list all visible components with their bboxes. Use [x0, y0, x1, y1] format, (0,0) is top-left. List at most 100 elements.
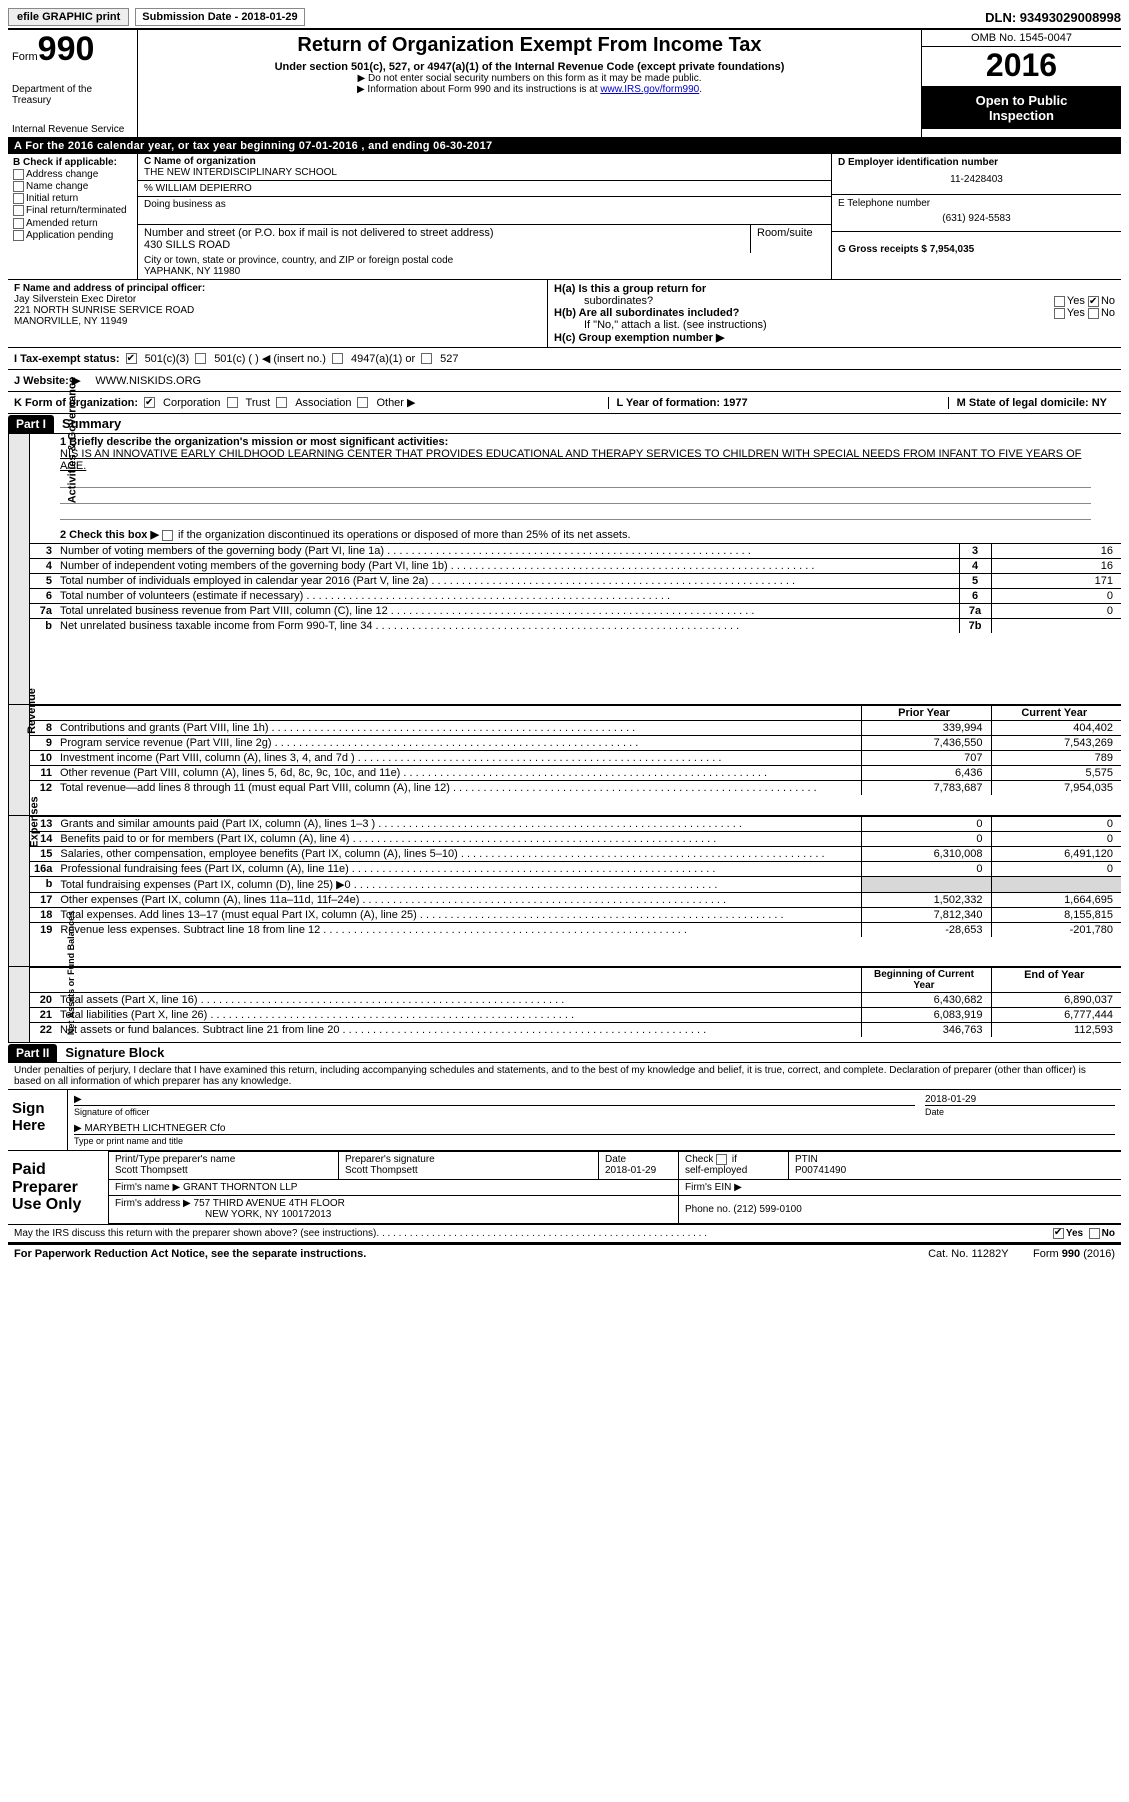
- current-year-value: 404,402: [991, 721, 1121, 736]
- line-box: 7b: [959, 619, 991, 634]
- line-num: 11: [30, 766, 56, 781]
- check-app-pending[interactable]: [13, 230, 24, 241]
- prior-year-value: 6,310,008: [861, 847, 991, 862]
- check-name-change[interactable]: [13, 181, 24, 192]
- sidelabel-expenses: Expenses: [29, 796, 41, 847]
- line-desc: Contributions and grants (Part VIII, lin…: [56, 721, 861, 736]
- current-year-value: 112,593: [991, 1023, 1121, 1038]
- line-value: 16: [991, 559, 1121, 574]
- line-desc: Number of voting members of the governin…: [56, 544, 959, 559]
- line-desc: Professional fundraising fees (Part IX, …: [56, 862, 861, 877]
- opt-amended: Amended return: [26, 218, 98, 229]
- prior-year-value: 6,083,919: [861, 1008, 991, 1023]
- form990-link[interactable]: www.IRS.gov/form990: [600, 84, 699, 95]
- line-desc: Total unrelated business revenue from Pa…: [56, 604, 959, 619]
- gross-receipts: G Gross receipts $ 7,954,035: [838, 244, 974, 255]
- prep-sig: Scott Thompsett: [345, 1165, 418, 1176]
- firm-addr1: 757 THIRD AVENUE 4TH FLOOR: [194, 1198, 345, 1209]
- prior-year-value: 1,502,332: [861, 893, 991, 908]
- boy-header: Beginning of Current Year: [861, 968, 991, 993]
- prior-year-value: 0: [861, 862, 991, 877]
- current-year-value: 1,664,695: [991, 893, 1121, 908]
- check-assoc[interactable]: [276, 397, 287, 408]
- officer-addr1: 221 NORTH SUNRISE SERVICE ROAD: [14, 305, 194, 316]
- line-desc: Number of independent voting members of …: [56, 559, 959, 574]
- cat-no: Cat. No. 11282Y: [928, 1248, 1009, 1260]
- ha-no-check[interactable]: [1088, 296, 1099, 307]
- ha-no: No: [1101, 295, 1115, 307]
- discuss-yes-check[interactable]: [1053, 1228, 1064, 1239]
- website-value: WWW.NISKIDS.ORG: [95, 375, 201, 387]
- opt-name-change: Name change: [26, 181, 88, 192]
- firm-name-label: Firm's name ▶: [115, 1182, 180, 1193]
- check-self-employed[interactable]: [716, 1154, 727, 1165]
- prior-year-value: -28,653: [861, 923, 991, 938]
- line-desc: Revenue less expenses. Subtract line 18 …: [56, 923, 861, 938]
- current-year-value: 6,491,120: [991, 847, 1121, 862]
- omb-number: OMB No. 1545-0047: [922, 30, 1121, 47]
- line-num: 12: [30, 781, 56, 796]
- prep-self-emp: Check ifself-employed: [685, 1154, 747, 1176]
- dln: DLN: 93493029008998: [985, 10, 1121, 25]
- open-public-2: Inspection: [989, 108, 1054, 123]
- tax-exempt-label: I Tax-exempt status:: [14, 353, 120, 365]
- check-discontinued[interactable]: [162, 530, 173, 541]
- check-amended[interactable]: [13, 218, 24, 229]
- eoy-header: End of Year: [991, 968, 1121, 993]
- line-desc: Other revenue (Part VIII, column (A), li…: [56, 766, 861, 781]
- irs-label: Internal Revenue Service: [12, 124, 133, 135]
- opt-app-pending: Application pending: [26, 230, 113, 241]
- check-address-change[interactable]: [13, 169, 24, 180]
- prior-year-header: Prior Year: [861, 706, 991, 721]
- check-501c[interactable]: [195, 353, 206, 364]
- hb-yes: Yes: [1067, 307, 1085, 319]
- mission-text: NIS IS AN INNOVATIVE EARLY CHILDHOOD LEA…: [60, 448, 1091, 472]
- city-label: City or town, state or province, country…: [144, 255, 453, 266]
- line-num: 5: [30, 574, 56, 589]
- current-year-value: 6,777,444: [991, 1008, 1121, 1023]
- type-name-label: Type or print name and title: [74, 1134, 1115, 1146]
- hb-no-check[interactable]: [1088, 308, 1099, 319]
- check-corp[interactable]: [144, 397, 155, 408]
- note-ssn: ▶ Do not enter social security numbers o…: [144, 73, 915, 84]
- check-trust[interactable]: [227, 397, 238, 408]
- paperwork-notice: For Paperwork Reduction Act Notice, see …: [14, 1248, 366, 1260]
- firm-addr-label: Firm's address ▶: [115, 1198, 191, 1209]
- line-num: 4: [30, 559, 56, 574]
- sign-here-label: Sign Here: [8, 1090, 68, 1150]
- opt-trust: Trust: [246, 397, 271, 409]
- line-desc: Other expenses (Part IX, column (A), lin…: [56, 893, 861, 908]
- line-desc: Net unrelated business taxable income fr…: [56, 619, 959, 634]
- discuss-no-check[interactable]: [1089, 1228, 1100, 1239]
- prior-year-value: 6,430,682: [861, 993, 991, 1008]
- hb-yes-check[interactable]: [1054, 308, 1065, 319]
- efile-print-button[interactable]: efile GRAPHIC print: [8, 8, 129, 26]
- check-initial-return[interactable]: [13, 193, 24, 204]
- ha-yes-check[interactable]: [1054, 296, 1065, 307]
- form-number: 990: [38, 30, 95, 68]
- line-desc: Total fundraising expenses (Part IX, col…: [56, 877, 861, 893]
- firm-phone: Phone no. (212) 599-0100: [679, 1196, 1122, 1224]
- line-value: 16: [991, 544, 1121, 559]
- org-name: THE NEW INTERDISCIPLINARY SCHOOL: [144, 167, 337, 178]
- line-box: 6: [959, 589, 991, 604]
- line-box: 4: [959, 559, 991, 574]
- check-final-return[interactable]: [13, 205, 24, 216]
- check-501c3[interactable]: [126, 353, 137, 364]
- line-box: 5: [959, 574, 991, 589]
- line-box: 3: [959, 544, 991, 559]
- line-value: [991, 619, 1121, 634]
- sign-date-label: Date: [925, 1105, 1115, 1117]
- city-value: YAPHANK, NY 11980: [144, 266, 240, 277]
- line-desc: Total number of individuals employed in …: [56, 574, 959, 589]
- ha-sub: subordinates?: [554, 295, 653, 307]
- check-other[interactable]: [357, 397, 368, 408]
- dba-label: Doing business as: [138, 197, 831, 225]
- line-num: 15: [30, 847, 56, 862]
- check-527[interactable]: [421, 353, 432, 364]
- check-4947[interactable]: [332, 353, 343, 364]
- opt-other: Other ▶: [376, 396, 415, 409]
- line-num: 9: [30, 736, 56, 751]
- line-num: 21: [30, 1008, 56, 1023]
- col-b-label: B Check if applicable:: [13, 157, 132, 168]
